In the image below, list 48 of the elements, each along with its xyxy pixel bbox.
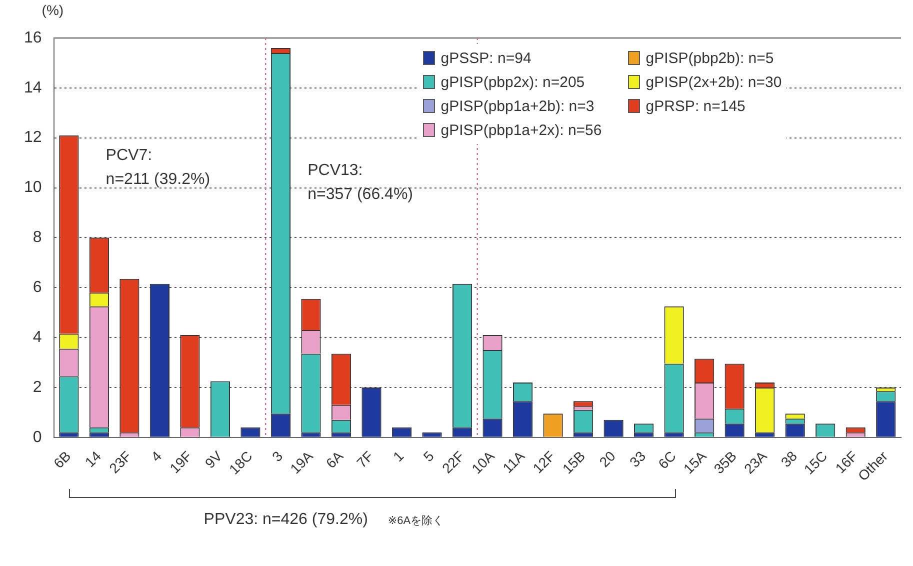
x-tick-label: 33 [626, 448, 649, 470]
y-tick-label: 0 [32, 428, 42, 446]
y-tick-label: 16 [24, 29, 42, 46]
x-tick-label: 16F [832, 448, 860, 476]
x-tick-label: 23F [106, 448, 134, 476]
x-tick-label: 15C [800, 448, 830, 478]
x-tick-label: 20 [596, 448, 619, 470]
x-tick-label: 12F [530, 448, 558, 476]
y-tick-label: 6 [32, 279, 42, 296]
legend-label: gPISP(2x+2b): n=30 [646, 74, 782, 90]
x-tick-label: 5 [420, 448, 438, 465]
x-tick-label: 23A [740, 447, 770, 477]
y-tick-label: 4 [32, 328, 42, 346]
x-tick-label: 38 [778, 448, 800, 470]
y-tick-label: 8 [32, 229, 42, 246]
y-tick-label: 14 [24, 79, 42, 96]
x-tick-label: 22F [438, 448, 468, 476]
x-tick-label: 6B [50, 448, 74, 472]
x-tick-label: 1 [390, 448, 407, 465]
legend-label: gPISP(pbp1a+2x): n=56 [440, 122, 602, 138]
x-tick-label: 7F [353, 448, 376, 471]
x-tick-label: 19A [286, 447, 316, 477]
text: ※6Aを除く [388, 514, 444, 528]
legend-label: gPSSP: n=94 [440, 50, 532, 66]
x-tick-label: 15B [559, 448, 588, 477]
y-tick-label: 2 [32, 378, 42, 396]
legend-label: gPISP(pbp1a+2b): n=3 [440, 98, 594, 114]
x-tick-label: 14 [82, 448, 104, 470]
x-tick-label: 6A [322, 447, 347, 472]
y-tick-label: 10 [24, 179, 42, 196]
y-tick-label: 12 [24, 129, 42, 146]
legend-label: gPRSP: n=145 [646, 98, 746, 114]
x-tick-label: 9V [202, 447, 226, 472]
annotation: PCV7: n=211 (39.2%) [106, 147, 210, 188]
x-tick-label: 18C [226, 448, 256, 478]
legend-label: gPISP(pbp2b): n=5 [646, 50, 774, 66]
x-tick-label: 15A [680, 447, 710, 477]
x-tick-label: 10A [468, 447, 498, 477]
legend-label: gPISP(pbp2x): n=205 [440, 74, 585, 90]
x-tick-label: 6C [654, 448, 679, 472]
x-tick-label: 4 [148, 448, 165, 465]
text: PPV23: n=426 (79.2%) [204, 511, 368, 530]
y-axis-title: (%) [42, 2, 64, 18]
x-tick-label: 35B [710, 448, 740, 477]
x-tick-label: 19F [166, 448, 195, 476]
annotation: PCV13: n=357 (66.4%) [308, 162, 414, 204]
x-tick-label: 3 [268, 448, 286, 465]
x-tick-label: 11A [499, 447, 528, 476]
